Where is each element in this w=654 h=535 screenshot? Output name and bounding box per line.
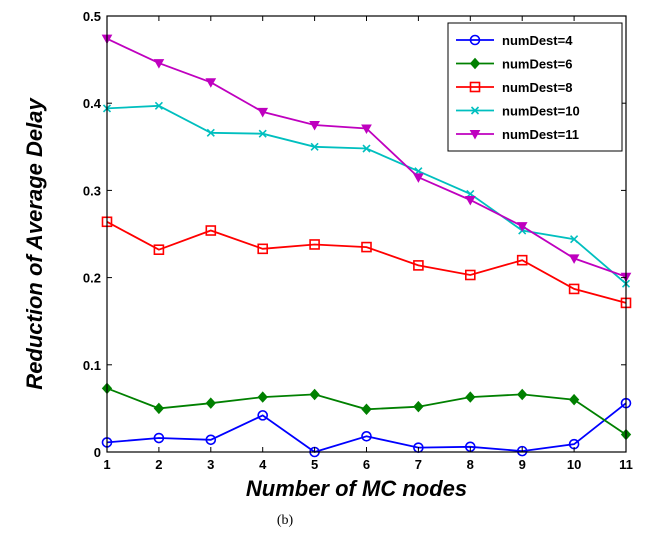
legend-marker	[470, 106, 480, 115]
data-point	[413, 173, 424, 183]
data-point	[570, 235, 579, 244]
data-point	[517, 388, 528, 401]
legend: numDest=4 numDest=6 numDest=8 numDest=10 num…	[447, 22, 623, 152]
data-point	[568, 283, 580, 295]
y-tick-label: 0.5	[83, 9, 101, 24]
data-point	[516, 254, 528, 266]
data-point	[465, 391, 476, 403]
data-point	[205, 78, 217, 88]
legend-label: numDest=4	[502, 33, 573, 48]
series-2	[101, 382, 632, 441]
figure-caption: (b)	[277, 513, 294, 528]
data-point	[568, 254, 580, 264]
y-tick-label: 0.1	[83, 358, 101, 373]
legend-marker	[469, 81, 481, 93]
x-axis-label: Number of MC nodes	[246, 476, 467, 501]
legend-entry-3: numDest=8	[456, 80, 572, 95]
legend-label: numDest=10	[502, 104, 580, 119]
data-point	[206, 128, 215, 137]
x-tick-label: 5	[311, 457, 318, 472]
data-point	[153, 432, 165, 444]
data-point	[361, 124, 372, 135]
legend-label: numDest=11	[502, 127, 579, 142]
plot-area	[101, 34, 632, 458]
y-tick-label: 0.3	[83, 183, 101, 198]
legend-label: numDest=8	[502, 80, 572, 95]
data-point	[309, 239, 320, 250]
data-point	[568, 393, 580, 406]
x-tick-label: 10	[567, 457, 581, 472]
data-point	[153, 59, 165, 69]
data-point	[413, 260, 424, 271]
data-point	[257, 410, 269, 421]
data-point	[309, 388, 320, 401]
data-point	[257, 107, 269, 118]
data-point	[516, 445, 528, 457]
data-point	[309, 121, 320, 131]
series-5	[101, 34, 632, 283]
data-point	[464, 269, 476, 281]
data-point	[205, 397, 216, 409]
data-point	[153, 244, 165, 255]
legend-marker	[469, 130, 481, 140]
data-point	[361, 403, 372, 416]
data-point	[361, 241, 372, 253]
legend-entry-5: numDest=11	[456, 127, 579, 142]
series-3	[101, 216, 632, 309]
data-point	[361, 431, 372, 442]
data-point	[257, 391, 268, 403]
x-tick-label: 11	[619, 457, 633, 472]
x-tick-label: 3	[207, 457, 214, 472]
data-point	[205, 225, 217, 236]
legend-marker	[469, 57, 481, 70]
series-line	[106, 402, 627, 453]
x-tick-label: 7	[415, 457, 422, 472]
y-tick-label: 0.2	[83, 271, 101, 286]
series-line	[106, 221, 627, 304]
data-point	[154, 101, 163, 110]
x-tick-label: 4	[259, 457, 267, 472]
y-tick-label: 0.4	[83, 96, 102, 111]
data-point	[258, 129, 267, 138]
x-tick-label: 1	[103, 457, 110, 472]
y-tick-label: 0	[94, 445, 101, 460]
x-tick-label: 2	[155, 457, 162, 472]
data-point	[310, 142, 319, 151]
legend-label: numDest=6	[502, 57, 572, 72]
legend-marker	[469, 34, 481, 46]
x-tick-label: 8	[467, 457, 474, 472]
legend-entry-1: numDest=4	[456, 33, 573, 48]
y-axis-label: Reduction of Average Delay	[22, 97, 47, 390]
data-point	[153, 402, 165, 415]
legend-entry-4: numDest=10	[456, 104, 580, 119]
data-point	[205, 434, 217, 446]
data-point	[257, 243, 269, 255]
y-tick-labels: 0 0.1 0.2 0.3 0.4 0.5	[83, 9, 102, 460]
data-point	[516, 222, 528, 232]
x-tick-label: 6	[363, 457, 370, 472]
x-tick-labels: 1 2 3 4 5 6 7 8 9 10 11	[103, 457, 632, 472]
data-point	[464, 195, 476, 206]
legend-entry-2: numDest=6	[456, 57, 572, 72]
data-point	[413, 400, 424, 413]
x-tick-label: 9	[519, 457, 526, 472]
data-point	[362, 144, 371, 153]
